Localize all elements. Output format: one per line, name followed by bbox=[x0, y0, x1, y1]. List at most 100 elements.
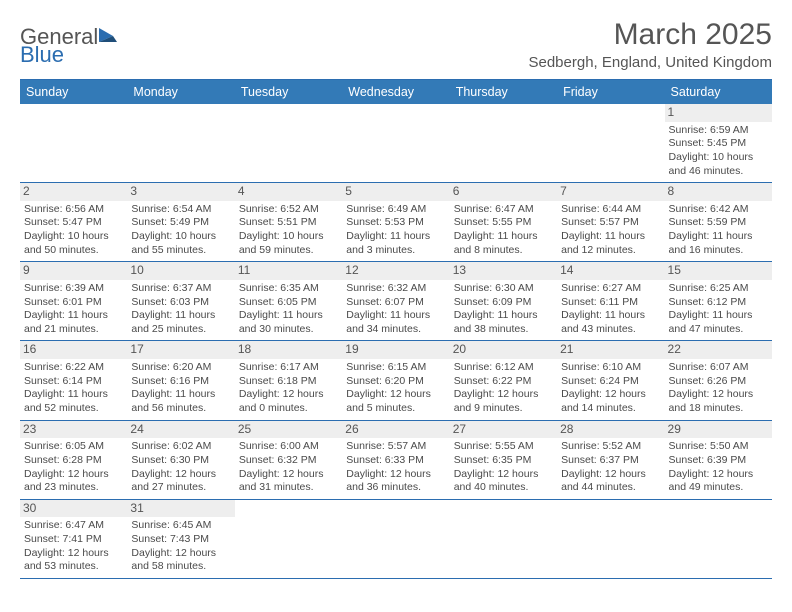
calendar-day: 5Sunrise: 6:49 AMSunset: 5:53 PMDaylight… bbox=[342, 183, 449, 262]
day-info-line: Sunset: 6:09 PM bbox=[454, 296, 553, 310]
location: Sedbergh, England, United Kingdom bbox=[528, 54, 772, 71]
day-info-line: Sunrise: 6:07 AM bbox=[669, 361, 768, 375]
day-info-line: Sunset: 5:51 PM bbox=[239, 216, 338, 230]
day-info-line: Sunset: 7:43 PM bbox=[131, 533, 230, 547]
day-info-line: Sunset: 6:03 PM bbox=[131, 296, 230, 310]
day-info-line: Sunrise: 6:17 AM bbox=[239, 361, 338, 375]
day-number: 18 bbox=[235, 341, 342, 359]
day-info-line: Sunset: 6:22 PM bbox=[454, 375, 553, 389]
day-info-line: Daylight: 11 hours and 16 minutes. bbox=[669, 230, 768, 257]
calendar-week: 23Sunrise: 6:05 AMSunset: 6:28 PMDayligh… bbox=[20, 420, 772, 499]
day-info-line: Sunset: 6:16 PM bbox=[131, 375, 230, 389]
day-number: 15 bbox=[665, 262, 772, 280]
calendar-day: 15Sunrise: 6:25 AMSunset: 6:12 PMDayligh… bbox=[665, 262, 772, 341]
day-number: 14 bbox=[557, 262, 664, 280]
day-info-line: Sunset: 5:55 PM bbox=[454, 216, 553, 230]
calendar-day: 8Sunrise: 6:42 AMSunset: 5:59 PMDaylight… bbox=[665, 183, 772, 262]
day-number: 2 bbox=[20, 183, 127, 201]
day-info-line: Daylight: 11 hours and 25 minutes. bbox=[131, 309, 230, 336]
day-info-line: Sunrise: 6:44 AM bbox=[561, 203, 660, 217]
day-info-line: Daylight: 12 hours and 0 minutes. bbox=[239, 388, 338, 415]
weekday-row: SundayMondayTuesdayWednesdayThursdayFrid… bbox=[20, 80, 772, 104]
calendar-day: 16 Sunrise: 6:22 AMSunset: 6:14 PMDayligh… bbox=[20, 341, 127, 420]
calendar-day: 20Sunrise: 6:12 AMSunset: 6:22 PMDayligh… bbox=[450, 341, 557, 420]
day-info-line: Daylight: 10 hours and 59 minutes. bbox=[239, 230, 338, 257]
calendar-day: 6Sunrise: 6:47 AMSunset: 5:55 PMDaylight… bbox=[450, 183, 557, 262]
calendar-day: 14Sunrise: 6:27 AMSunset: 6:11 PMDayligh… bbox=[557, 262, 664, 341]
calendar-day: 28Sunrise: 5:52 AMSunset: 6:37 PMDayligh… bbox=[557, 420, 664, 499]
day-info-line: Daylight: 11 hours and 34 minutes. bbox=[346, 309, 445, 336]
calendar-day: 24Sunrise: 6:02 AMSunset: 6:30 PMDayligh… bbox=[127, 420, 234, 499]
day-info-line: Daylight: 11 hours and 52 minutes. bbox=[24, 388, 123, 415]
calendar-day bbox=[342, 499, 449, 578]
day-number: 20 bbox=[450, 341, 557, 359]
calendar-day: 1Sunrise: 6:59 AMSunset: 5:45 PMDaylight… bbox=[665, 104, 772, 183]
day-info-line: Sunset: 5:45 PM bbox=[669, 137, 768, 151]
day-info-line: Sunset: 6:20 PM bbox=[346, 375, 445, 389]
day-info-line: Sunrise: 6:47 AM bbox=[454, 203, 553, 217]
calendar-week: 9Sunrise: 6:39 AMSunset: 6:01 PMDaylight… bbox=[20, 262, 772, 341]
day-info-line: Sunset: 6:30 PM bbox=[131, 454, 230, 468]
day-number: 10 bbox=[127, 262, 234, 280]
day-info-line: Sunset: 5:49 PM bbox=[131, 216, 230, 230]
day-info-line: Sunset: 6:11 PM bbox=[561, 296, 660, 310]
day-info-line: Sunset: 5:47 PM bbox=[24, 216, 123, 230]
calendar-day bbox=[450, 499, 557, 578]
day-info-line: Sunrise: 6:45 AM bbox=[131, 519, 230, 533]
calendar-day bbox=[557, 104, 664, 183]
day-number: 11 bbox=[235, 262, 342, 280]
day-number: 29 bbox=[665, 421, 772, 439]
day-info-line: Daylight: 11 hours and 30 minutes. bbox=[239, 309, 338, 336]
day-info-line: Sunrise: 6:22 AM bbox=[24, 361, 123, 375]
day-number: 16 bbox=[20, 341, 127, 359]
day-number: 4 bbox=[235, 183, 342, 201]
day-info-line: Sunset: 6:39 PM bbox=[669, 454, 768, 468]
calendar-day: 18Sunrise: 6:17 AMSunset: 6:18 PMDayligh… bbox=[235, 341, 342, 420]
day-info-line: Daylight: 11 hours and 21 minutes. bbox=[24, 309, 123, 336]
day-info-line: Sunset: 5:57 PM bbox=[561, 216, 660, 230]
day-number: 31 bbox=[127, 500, 234, 518]
calendar-day bbox=[235, 104, 342, 183]
day-number: 5 bbox=[342, 183, 449, 201]
logo-text-2: Blue bbox=[20, 42, 64, 68]
title-block: March 2025 Sedbergh, England, United Kin… bbox=[528, 18, 772, 71]
calendar-day: 4Sunrise: 6:52 AMSunset: 5:51 PMDaylight… bbox=[235, 183, 342, 262]
day-number: 30 bbox=[20, 500, 127, 518]
calendar-table: SundayMondayTuesdayWednesdayThursdayFrid… bbox=[20, 80, 772, 579]
month-title: March 2025 bbox=[528, 18, 772, 52]
day-info-line: Daylight: 11 hours and 3 minutes. bbox=[346, 230, 445, 257]
day-number: 26 bbox=[342, 421, 449, 439]
flag-icon bbox=[99, 24, 119, 50]
day-info-line: Daylight: 12 hours and 18 minutes. bbox=[669, 388, 768, 415]
day-info-line: Sunset: 6:28 PM bbox=[24, 454, 123, 468]
day-info-line: Sunset: 6:01 PM bbox=[24, 296, 123, 310]
day-number: 17 bbox=[127, 341, 234, 359]
calendar-day bbox=[665, 499, 772, 578]
day-number: 25 bbox=[235, 421, 342, 439]
calendar-day: 12Sunrise: 6:32 AMSunset: 6:07 PMDayligh… bbox=[342, 262, 449, 341]
day-info-line: Sunrise: 6:39 AM bbox=[24, 282, 123, 296]
page-header: General March 2025 Sedbergh, England, Un… bbox=[20, 18, 772, 71]
day-info-line: Sunset: 6:05 PM bbox=[239, 296, 338, 310]
day-info-line: Sunset: 6:14 PM bbox=[24, 375, 123, 389]
day-info-line: Sunrise: 6:30 AM bbox=[454, 282, 553, 296]
weekday-header: Sunday bbox=[20, 80, 127, 104]
day-number: 12 bbox=[342, 262, 449, 280]
day-info-line: Daylight: 12 hours and 9 minutes. bbox=[454, 388, 553, 415]
day-number: 13 bbox=[450, 262, 557, 280]
calendar-body: 1Sunrise: 6:59 AMSunset: 5:45 PMDaylight… bbox=[20, 104, 772, 578]
day-info-line: Sunset: 5:59 PM bbox=[669, 216, 768, 230]
day-info-line: Sunrise: 6:47 AM bbox=[24, 519, 123, 533]
day-info-line: Sunrise: 6:37 AM bbox=[131, 282, 230, 296]
calendar-day: 10 Sunrise: 6:37 AMSunset: 6:03 PMDayligh… bbox=[127, 262, 234, 341]
day-number: 21 bbox=[557, 341, 664, 359]
calendar-day bbox=[20, 104, 127, 183]
day-info-line: Sunrise: 6:25 AM bbox=[669, 282, 768, 296]
day-info-line: Daylight: 11 hours and 47 minutes. bbox=[669, 309, 768, 336]
day-info-line: Sunset: 7:41 PM bbox=[24, 533, 123, 547]
day-info-line: Sunset: 6:37 PM bbox=[561, 454, 660, 468]
calendar-week: 1Sunrise: 6:59 AMSunset: 5:45 PMDaylight… bbox=[20, 104, 772, 183]
calendar-day: 26Sunrise: 5:57 AMSunset: 6:33 PMDayligh… bbox=[342, 420, 449, 499]
calendar-day bbox=[342, 104, 449, 183]
day-info-line: Daylight: 11 hours and 38 minutes. bbox=[454, 309, 553, 336]
